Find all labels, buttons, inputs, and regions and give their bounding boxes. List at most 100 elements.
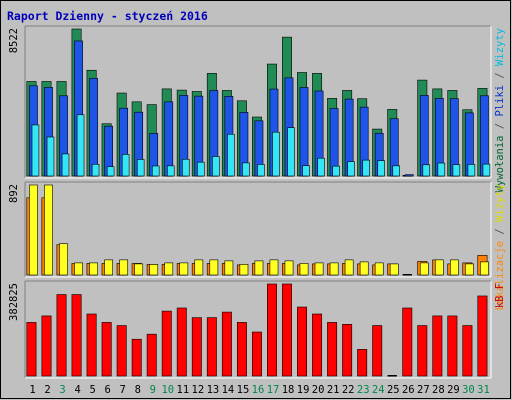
legend-hits-part-0: Wywołania: [494, 135, 506, 192]
bar-hits-wizyty-13: [212, 156, 220, 177]
x-tick-label-25: 25: [387, 384, 400, 396]
bar-sites-wizyty-24: [374, 262, 384, 276]
bar-hits-wizyty-8: [136, 159, 145, 177]
bar-sites-wizyty-1: [29, 184, 38, 276]
bar-kbytes-kbf-6: [101, 322, 112, 377]
bar-kbytes-kbf-16: [251, 331, 262, 377]
bar-sites-wizyty-27: [419, 262, 429, 276]
x-tick-label-18: 18: [282, 384, 295, 396]
bar-hits-wizyty-16: [257, 164, 265, 177]
x-tick-label-9: 9: [150, 384, 156, 396]
bar-hits-wizyty-9: [151, 165, 160, 177]
bar-hits-wizyty-15: [242, 162, 250, 177]
x-tick-label-4: 4: [74, 384, 80, 396]
legend-sites: Lokalizacje / Wizyty: [494, 184, 506, 310]
bar-hits-pliki-10: [164, 101, 174, 177]
bar-hits-wizyty-25: [392, 165, 400, 177]
bar-hits-wizyty-12: [197, 161, 205, 177]
bar-kbytes-kbf-27: [417, 325, 428, 377]
bar-kbytes-kbf-7: [116, 325, 127, 377]
bar-hits-wizyty-24: [377, 160, 385, 177]
bar-kbytes-kbf-26: [402, 307, 413, 377]
bar-sites-wizyty-11: [179, 262, 189, 276]
bar-kbytes-kbf-29: [447, 315, 458, 377]
bar-hits-wizyty-17: [272, 131, 280, 177]
legend-hits: Wywołania / Pliki / Wizyty: [494, 28, 506, 192]
bar-kbytes-kbf-8: [131, 338, 142, 377]
bar-hits-wizyty-19: [302, 165, 310, 177]
bar-kbytes-kbf-24: [372, 325, 383, 377]
bar-kbytes-kbf-5: [86, 313, 97, 377]
bar-hits-wizyty-4: [76, 114, 85, 177]
bar-hits-wizyty-31: [482, 163, 491, 177]
x-tick-label-3: 3: [59, 384, 65, 396]
bar-sites-wizyty-17: [269, 259, 279, 276]
bar-hits-wizyty-10: [166, 165, 175, 177]
bar-sites-wizyty-10: [164, 262, 174, 276]
x-tick-label-29: 29: [447, 384, 460, 396]
bar-kbytes-kbf-22: [342, 324, 353, 377]
bar-kbytes-kbf-9: [146, 333, 157, 377]
x-tick-label-13: 13: [207, 384, 220, 396]
bar-kbytes-kbf-4: [71, 294, 82, 377]
y-max-label-hits: 8522: [8, 28, 20, 53]
bar-sites-wizyty-19: [299, 263, 309, 276]
bar-sites-wizyty-25: [389, 263, 399, 276]
x-axis: 1 2 3 4 5 6 7 8 9 10 11 12 13 14 15 16 17 18 19 20 21 22 23 24 2…: [29, 384, 489, 396]
x-tick-label-30: 30: [462, 384, 475, 396]
y-max-label-kbytes: 382825: [8, 283, 20, 321]
bar-sites-lokalizacje-26: [402, 274, 412, 276]
x-tick-label-8: 8: [135, 384, 141, 396]
x-tick-label-15: 15: [237, 384, 250, 396]
legend-hits-part-1: /: [494, 117, 506, 136]
bar-hits-wizyty-1: [31, 124, 40, 177]
bar-hits-wizyty-2: [46, 136, 55, 177]
legend-kbytes: kB F: [494, 283, 506, 308]
x-tick-label-27: 27: [417, 384, 430, 396]
bar-sites-wizyty-21: [329, 262, 339, 276]
bar-sites-wizyty-7: [119, 259, 129, 276]
x-tick-label-28: 28: [432, 384, 445, 396]
bar-hits-wizyty-28: [437, 162, 446, 177]
bar-kbytes-kbf-19: [297, 306, 308, 377]
bar-sites-wizyty-13: [209, 259, 219, 276]
legend-hits-part-3: /: [494, 66, 506, 85]
x-tick-label-5: 5: [89, 384, 95, 396]
bar-kbytes-kbf-18: [282, 283, 292, 377]
x-tick-label-1: 1: [29, 384, 35, 396]
bar-sites-wizyty-20: [314, 262, 324, 276]
bar-kbytes-kbf-23: [357, 349, 368, 377]
x-tick-label-10: 10: [161, 384, 174, 396]
bar-kbytes-kbf-12: [191, 317, 202, 377]
bar-hits-wizyty-21: [332, 165, 340, 177]
bar-sites-wizyty-9: [149, 264, 159, 276]
bar-hits-wizyty-14: [227, 133, 235, 177]
bar-kbytes-kbf-21: [327, 322, 338, 377]
panel-hits: 8522 Wywołania / Pliki / Wizyty: [8, 25, 506, 192]
bar-sites-wizyty-29: [450, 259, 459, 276]
bar-hits-wizyty-6: [106, 166, 115, 177]
x-tick-label-24: 24: [372, 384, 385, 396]
x-tick-label-23: 23: [357, 384, 370, 396]
bar-sites-wizyty-2: [44, 184, 53, 276]
bar-sites-wizyty-12: [194, 259, 204, 276]
bar-sites-wizyty-8: [134, 263, 144, 276]
x-tick-label-16: 16: [252, 384, 265, 396]
legend-hits-part-2: Pliki: [494, 85, 506, 117]
bar-kbytes-kbf-15: [236, 322, 247, 377]
x-tick-label-2: 2: [44, 384, 50, 396]
bar-sites-wizyty-30: [465, 263, 474, 276]
bar-sites-wizyty-3: [59, 243, 68, 276]
x-tick-label-12: 12: [192, 384, 205, 396]
bar-kbytes-kbf-10: [161, 310, 172, 377]
bar-hits-wizyty-3: [61, 153, 70, 177]
x-tick-label-22: 22: [342, 384, 355, 396]
legend-sites-part-0: Lokalizacje: [494, 241, 506, 311]
bar-sites-wizyty-14: [224, 260, 234, 276]
bar-kbytes-kbf-3: [56, 294, 67, 377]
bar-sites-wizyty-22: [344, 259, 354, 276]
bar-hits-wizyty-5: [91, 163, 100, 177]
y-max-label-sites: 892: [8, 184, 20, 203]
x-tick-label-20: 20: [312, 384, 325, 396]
